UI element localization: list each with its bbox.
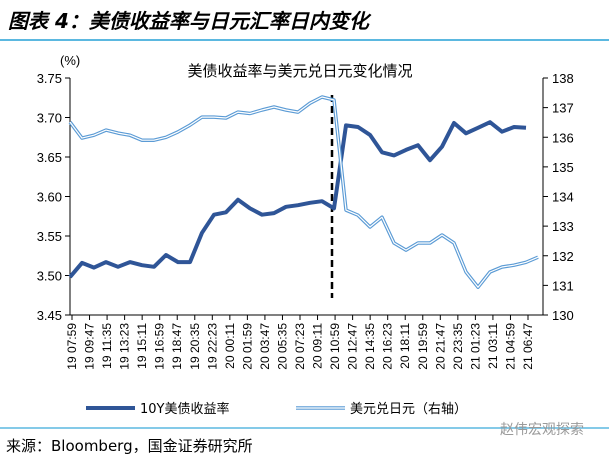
y-right-tick-label: 132 (552, 249, 574, 264)
x-tick-label: 19 22:23 (205, 323, 219, 370)
x-tick-label: 20 01:59 (240, 323, 254, 370)
x-tick-label: 20 16:23 (381, 323, 395, 370)
y-axis-unit: (%) (60, 53, 80, 68)
y-left-tick-label: 3.75 (37, 71, 62, 86)
x-tick-label: 19 18:47 (170, 323, 184, 370)
x-tick-label: 20 03:47 (258, 323, 272, 370)
x-tick-label: 20 00:11 (223, 323, 237, 369)
x-tick-label: 20 07:23 (293, 323, 307, 370)
x-tick-label: 20 09:11 (311, 323, 325, 369)
chart-title: 美债收益率与美元兑日元变化情况 (187, 62, 412, 80)
x-tick-label: 19 15:11 (135, 323, 149, 369)
legend: 10Y美债收益率 美元兑日元（右轴） (86, 401, 467, 417)
y-left-tick-label: 3.70 (37, 111, 62, 126)
legend-label-yield: 10Y美债收益率 (140, 401, 229, 417)
series-line-yield (68, 120, 527, 279)
axes: 3.45 3.50 3.55 3.60 3.65 3.70 3.75 130 131 132 133… (37, 71, 574, 323)
x-tick-label: 20 10:59 (328, 323, 342, 370)
y-left-tick-label: 3.60 (37, 190, 62, 205)
series-line-usdjpy-inner (69, 96, 539, 288)
watermark: 赵伟宏观探索 (500, 421, 584, 438)
x-tick-label: 19 20:35 (188, 323, 202, 370)
x-tick-label: 19 09:47 (83, 323, 97, 370)
x-tick-label: 20 19:59 (416, 323, 430, 370)
x-tick-label: 19 16:59 (153, 323, 167, 370)
x-tick-label: 21 06:47 (521, 323, 535, 370)
x-tick-label: 21 03:11 (486, 323, 500, 369)
y-right-tick-label: 133 (552, 219, 574, 234)
x-tick-label: 19 07:59 (65, 323, 79, 370)
series-line-usdjpy (68, 95, 539, 289)
y-right-tick-label: 136 (552, 130, 574, 145)
y-right-tick-label: 131 (552, 278, 574, 293)
x-tick-label: 20 12:47 (346, 323, 360, 370)
series-lines (68, 95, 539, 289)
y-left-tick-label: 3.50 (37, 269, 62, 284)
y-left-tick-label: 3.55 (37, 229, 62, 244)
x-tick-label: 20 14:35 (363, 323, 377, 370)
x-tick-label: 20 05:35 (275, 323, 289, 370)
legend-label-usdjpy: 美元兑日元（右轴） (350, 402, 467, 417)
x-tick-label: 20 18:11 (398, 323, 412, 369)
y-right-tick-label: 137 (552, 101, 574, 116)
x-tick-label: 21 04:59 (503, 323, 517, 370)
x-axis: 19 07:59 19 09:47 19 11:35 19 13:23 19 15:11… (65, 315, 535, 370)
x-tick-label: 19 11:35 (100, 323, 114, 369)
y-right-tick-label: 135 (552, 160, 574, 175)
x-tick-label: 20 21:47 (433, 323, 447, 370)
y-right-tick-label: 134 (552, 190, 574, 205)
figure-header: 图表 4：美债收益率与日元汇率日内变化 (8, 9, 372, 33)
x-tick-label: 19 13:23 (118, 323, 132, 370)
y-left-tick-label: 3.45 (37, 308, 62, 323)
source-note: 来源：Bloomberg，国金证券研究所 (6, 437, 253, 455)
y-right-tick-label: 138 (552, 71, 574, 86)
x-tick-label: 20 23:35 (451, 323, 465, 370)
y-left-tick-label: 3.65 (37, 150, 62, 165)
y-right-tick-label: 130 (552, 308, 574, 323)
x-tick-label: 21 01:23 (468, 323, 482, 370)
